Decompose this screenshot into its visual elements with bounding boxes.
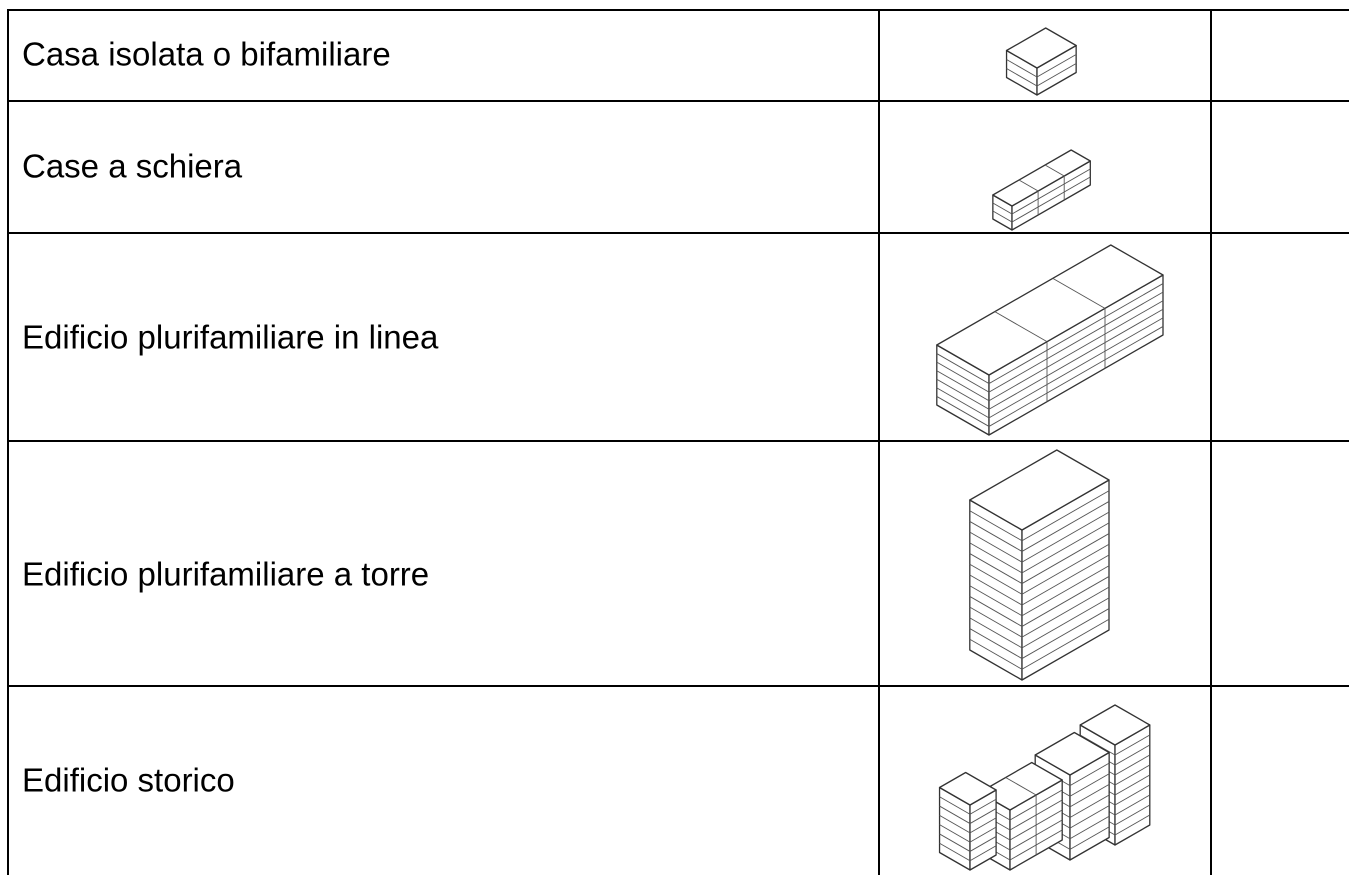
- floor-line: [1036, 54, 1077, 78]
- floor-line: [939, 842, 971, 862]
- floor-line: [1021, 618, 1110, 670]
- floor-line: [969, 596, 1023, 627]
- floor-line: [969, 628, 1023, 659]
- floor-line: [1114, 794, 1151, 816]
- floor-line: [1011, 168, 1091, 215]
- floor-line: [969, 585, 1023, 617]
- unit-split: [1018, 179, 1039, 192]
- floor-line: [1021, 608, 1110, 659]
- floor-line: [1021, 565, 1110, 617]
- floor-line: [969, 510, 1023, 542]
- floor-line: [969, 542, 1023, 574]
- floor-line: [1114, 784, 1151, 806]
- unit-split: [1005, 777, 1037, 796]
- floor-line: [1069, 794, 1110, 818]
- floor-line: [969, 531, 1023, 563]
- floor-line: [1036, 63, 1077, 87]
- floor-line: [988, 308, 1164, 410]
- floor-line: [969, 808, 997, 824]
- floor-line: [1021, 522, 1110, 574]
- floor-line: [1069, 805, 1110, 829]
- floor-line: [939, 796, 971, 815]
- floor-line: [1114, 754, 1151, 776]
- building-icon: [938, 704, 1151, 871]
- floor-line: [936, 353, 990, 384]
- box-top-face: [938, 771, 997, 806]
- floor-line: [969, 553, 1023, 584]
- building-icon: [992, 149, 1091, 231]
- unit-split: [1052, 277, 1106, 309]
- floor-line: [939, 833, 971, 852]
- floor-line: [1114, 804, 1151, 826]
- floor-line: [936, 378, 990, 410]
- floor-line: [936, 370, 990, 402]
- floor-line: [1021, 543, 1110, 595]
- floor-line: [936, 387, 990, 419]
- floor-line: [969, 836, 997, 852]
- floor-line: [969, 638, 1023, 670]
- floor-line: [992, 202, 1013, 215]
- floor-line: [1021, 597, 1110, 649]
- row-label: Casa isolata o bifamiliare: [22, 36, 391, 73]
- floor-line: [992, 210, 1013, 223]
- row-label: Edificio storico: [22, 762, 235, 799]
- building-icons: [936, 27, 1164, 871]
- floor-line: [969, 617, 1023, 649]
- building-icon: [936, 244, 1164, 436]
- floor-line: [1114, 814, 1151, 836]
- floor-line: [1114, 744, 1151, 766]
- floor-line: [1069, 783, 1110, 808]
- floor-line: [988, 300, 1164, 402]
- box-top-face: [1079, 704, 1151, 746]
- floor-line: [936, 361, 990, 393]
- floor-line: [939, 814, 971, 834]
- floor-line: [988, 326, 1164, 427]
- floor-line: [939, 824, 971, 843]
- floor-line: [1021, 576, 1110, 627]
- building-icon: [1005, 27, 1077, 96]
- building-icon: [969, 449, 1110, 681]
- box-top-face: [969, 449, 1110, 531]
- unit-split: [1044, 164, 1065, 177]
- floor-line: [1011, 176, 1091, 223]
- floor-line: [936, 396, 990, 427]
- box-top-face: [1005, 27, 1077, 69]
- floor-line: [1006, 68, 1038, 87]
- floor-line: [1069, 762, 1110, 787]
- floor-line: [1069, 815, 1110, 840]
- unit-split: [994, 311, 1048, 343]
- floor-line: [969, 826, 997, 843]
- floor-line: [969, 798, 997, 815]
- floor-line: [988, 317, 1164, 419]
- floor-line: [1114, 774, 1151, 796]
- floor-line: [1069, 773, 1110, 797]
- floor-line: [1114, 734, 1151, 756]
- floor-line: [988, 291, 1164, 393]
- floor-line: [1021, 490, 1110, 542]
- table-grid: [7, 9, 1349, 875]
- row-label: Case a schiera: [22, 148, 243, 185]
- floor-line: [969, 563, 1023, 595]
- floor-line: [1021, 554, 1110, 606]
- floor-line: [1021, 533, 1110, 584]
- floor-line: [1021, 501, 1110, 552]
- box-top-face: [1034, 731, 1110, 776]
- row-label: Edificio plurifamiliare in linea: [22, 319, 439, 356]
- floor-line: [1021, 511, 1110, 563]
- floor-line: [969, 606, 1023, 638]
- row-label: Edificio plurifamiliare a torre: [22, 556, 429, 593]
- floor-line: [969, 845, 997, 862]
- floor-line: [1021, 586, 1110, 638]
- floor-line: [969, 521, 1023, 552]
- floor-line: [1079, 734, 1116, 756]
- floor-line: [939, 805, 971, 824]
- floor-line: [969, 574, 1023, 606]
- floor-line: [1114, 764, 1151, 786]
- floor-line: [988, 283, 1164, 384]
- floor-line: [969, 817, 997, 834]
- floor-line: [1069, 826, 1110, 850]
- floor-line: [1006, 59, 1038, 78]
